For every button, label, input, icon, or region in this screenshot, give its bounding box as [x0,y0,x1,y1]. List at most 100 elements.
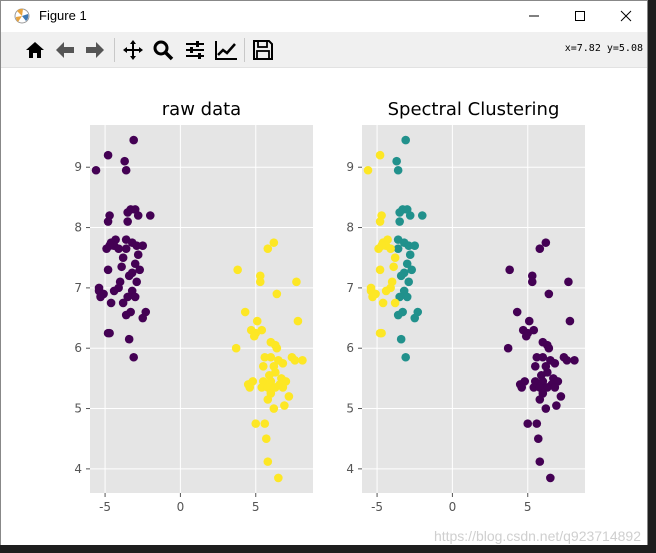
maximize-button[interactable] [557,1,603,31]
scatter-point [544,289,554,299]
scatter-point [402,292,412,302]
scatter-point [298,355,307,365]
scatter-point [390,298,400,308]
scatter-point [280,401,289,410]
scatter-point [564,277,573,287]
scatter-point [527,271,537,281]
scatter-point [530,362,540,371]
close-button[interactable] [603,1,649,31]
scatter-point [145,211,155,220]
scatter-point [523,419,533,428]
scatter-point [532,419,542,428]
scatter-point [135,265,145,275]
scatter-point [404,277,414,287]
scatter-point [252,316,262,326]
scatter-point [393,310,403,320]
figure-window: Figure 1 [0,0,648,545]
scatter-point [363,165,373,175]
scatter-point [255,271,265,281]
y-tick-label: 8 [74,221,82,235]
scatter-point [114,244,123,253]
scatter-point [392,156,401,166]
scatter-point [396,334,406,344]
scatter-point [395,208,404,217]
scatter-point [396,271,406,281]
scatter-point [550,358,560,368]
scatter-point [269,238,279,247]
scatter-point [389,262,398,272]
scatter-point [102,244,111,253]
y-tick-label: 9 [74,160,82,174]
scatter-point [292,277,301,287]
matplotlib-logo-icon [14,8,30,24]
scatter-point [410,241,420,250]
scatter-point [377,328,386,338]
scatter-point [249,331,259,341]
y-tick-label: 5 [74,402,82,416]
scatter-point [272,343,282,353]
scatter-point [521,331,531,341]
y-tick-label: 4 [74,462,82,476]
scatter-point [405,250,415,260]
spectral-clustering-subplot: -5 0 5 4 5 6 7 8 9 Spectral Clustering [346,99,585,514]
scatter-point [278,358,288,368]
scatter-point [245,383,255,392]
scatter-point [556,392,566,401]
configure-subplots-icon [186,41,204,59]
x-tick-label: 5 [524,500,532,514]
pan-button[interactable] [119,36,147,64]
edit-axis-button[interactable] [212,36,240,64]
scatter-point [570,355,579,365]
scatter-point [410,313,420,323]
scatter-point [541,404,551,413]
scatter-point [129,352,138,362]
scatter-point [133,250,143,260]
scatter-point [274,473,283,483]
scatter-point [401,135,410,145]
back-button[interactable] [51,36,79,64]
configure-subplots-button[interactable] [181,36,209,64]
figure-canvas[interactable]: -5 0 5 4 5 6 7 8 9 raw data -5 0 5 4 5 6 7 8 9 Spectral Cl… [1,69,647,545]
x-tick-label: 0 [177,500,185,514]
scatter-point [255,277,265,287]
scatter-point [543,383,552,392]
axes-background [90,125,313,493]
save-icon [253,40,273,60]
save-button[interactable] [249,36,277,64]
home-button[interactable] [21,36,49,64]
maximize-icon [575,11,585,21]
scatter-point [517,383,527,392]
scatter-point [130,292,140,302]
scatter-point [505,265,514,275]
scatter-point [375,217,385,226]
scatter-point [269,404,279,413]
y-tick-label: 6 [346,341,354,355]
scatter-point [123,292,132,302]
minimize-button[interactable] [511,1,557,31]
x-tick-label: 5 [252,500,260,514]
scatter-point [404,241,414,250]
scatter-point [405,211,415,220]
y-tick-label: 8 [346,221,354,235]
pan-icon [123,40,143,60]
scatter-point [562,355,572,365]
navigation-toolbar: x=7.82 y=5.08 [1,32,647,68]
back-icon [56,42,74,58]
scatter-point [121,165,131,175]
scatter-point [565,316,575,326]
forward-button[interactable] [81,36,109,64]
watermark: https://blog.csdn.net/q923714892 [434,528,641,544]
scatter-point [381,286,391,296]
scatter-point [263,457,273,466]
zoom-button[interactable] [149,36,177,64]
scatter-point [263,244,273,253]
minimize-icon [529,15,539,17]
scatter-point [386,244,395,253]
home-icon [26,42,44,58]
scatter-point [132,277,142,287]
title-bar[interactable]: Figure 1 [1,1,647,31]
scatter-point [251,419,261,428]
scatter-point [544,343,554,353]
y-tick-label: 9 [346,160,354,174]
scatter-point [532,352,542,362]
